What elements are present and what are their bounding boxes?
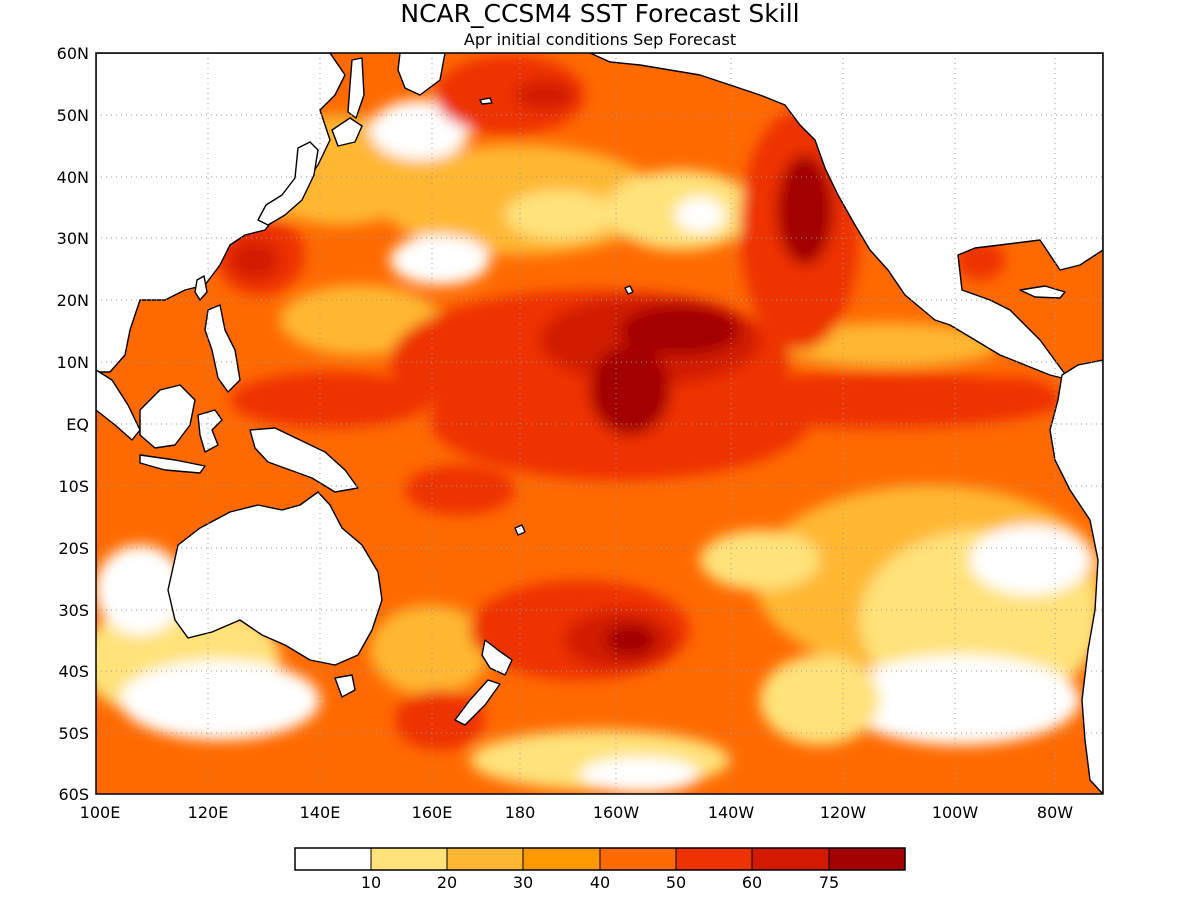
colorbar-swatch: [751, 847, 830, 871]
lat-tick-label: 50S: [58, 724, 89, 743]
skill-patch: [675, 197, 725, 233]
colorbar-label: 60: [742, 873, 762, 892]
map-panel: [95, 52, 1104, 795]
skill-patch: [230, 240, 280, 280]
lon-tick-label: 160E: [412, 803, 453, 822]
philippines-landmass: [204, 304, 241, 393]
colorbar-swatch: [370, 847, 448, 871]
skill-patch: [605, 624, 655, 656]
skill-patch: [620, 305, 740, 355]
lon-tick-label: 100W: [932, 803, 979, 822]
colorbar-swatch: [675, 847, 753, 871]
hokkaido-landmass: [331, 117, 363, 147]
north-america-landmass: [589, 53, 1103, 381]
lat-tick-label: 30S: [58, 601, 89, 620]
lon-tick-label: 140W: [708, 803, 755, 822]
skill-patch: [120, 660, 320, 740]
map-subtitle: Apr initial conditions Sep Forecast: [464, 30, 736, 49]
skill-patch: [780, 323, 1000, 367]
skill-patch: [580, 757, 700, 793]
new-zealand-north-landmass: [481, 639, 513, 676]
colorbar-label: 40: [590, 873, 610, 892]
south-america-landmass: [1049, 359, 1103, 794]
latitude-axis: 60N 50N 40N 30N 20N 10N EQ 10S 20S 30S 4…: [57, 44, 89, 804]
skill-patch: [395, 690, 485, 750]
map-frame: [95, 52, 1104, 795]
lat-tick-label: EQ: [66, 415, 89, 434]
skill-field: [96, 55, 1103, 793]
colorbar-swatch: [599, 847, 677, 871]
asia-landmass: [96, 53, 346, 373]
lon-tick-label: 180: [505, 803, 536, 822]
colorbar-label: 75: [819, 873, 839, 892]
skill-patch: [370, 605, 490, 695]
skill-patch: [590, 345, 670, 435]
skill-patch: [505, 190, 615, 240]
sakhalin-landmass: [347, 57, 365, 119]
lat-tick-label: 60N: [57, 44, 89, 63]
new-zealand-south-landmass: [454, 679, 501, 726]
skill-patch: [700, 530, 820, 590]
colorbar-label: 30: [513, 873, 533, 892]
lat-tick-label: 50N: [57, 106, 89, 125]
lat-tick-label: 10N: [57, 353, 89, 372]
colorbar-label: 50: [666, 873, 686, 892]
colorbar-label: 10: [361, 873, 381, 892]
lat-tick-label: 40S: [58, 662, 89, 681]
colorbar-swatch: [522, 847, 601, 871]
lat-tick-label: 60S: [58, 785, 89, 804]
map-title: NCAR_CCSM4 SST Forecast Skill: [400, 0, 799, 28]
skill-patch: [760, 655, 880, 745]
colorbar: 10 20 30 40 50 60 75: [294, 847, 906, 892]
skill-patch: [370, 100, 470, 160]
skill-patch: [435, 55, 585, 135]
taiwan-landmass: [194, 275, 208, 301]
borneo-landmass: [139, 384, 196, 449]
java-landmass: [139, 454, 206, 474]
skill-patch: [390, 235, 490, 285]
lon-tick-label: 140E: [300, 803, 341, 822]
tasmania-landmass: [334, 674, 356, 698]
skill-patch: [96, 545, 185, 635]
fiji-islands: [514, 524, 526, 536]
colorbar-swatch: [828, 847, 906, 871]
japan-landmass: [257, 141, 319, 226]
lon-tick-label: 160W: [593, 803, 640, 822]
skill-patch: [777, 155, 833, 265]
skill-patch: [280, 285, 440, 355]
cuba-landmass: [1019, 285, 1066, 299]
lat-tick-label: 40N: [57, 168, 89, 187]
colorbar-frame: [294, 847, 906, 871]
lat-tick-label: 20S: [58, 539, 89, 558]
new-guinea-landmass: [249, 427, 359, 493]
skill-patch: [970, 525, 1090, 595]
lon-tick-label: 80W: [1037, 803, 1073, 822]
lon-tick-label: 120W: [820, 803, 867, 822]
lat-tick-label: 10S: [58, 477, 89, 496]
lat-tick-label: 30N: [57, 229, 89, 248]
kamchatka-landmass: [397, 53, 446, 96]
lat-tick-label: 20N: [57, 291, 89, 310]
colorbar-label: 20: [437, 873, 457, 892]
skill-patch: [515, 80, 575, 110]
sumatra-landmass: [96, 369, 141, 441]
skill-patch: [965, 377, 1055, 413]
aleutian-islands: [479, 97, 493, 105]
longitude-axis: 100E 120E 140E 160E 180 160W 140W 120W 1…: [80, 803, 1074, 822]
colorbar-swatch: [446, 847, 524, 871]
grid-lines: [96, 53, 1103, 794]
colorbar-swatch: [294, 847, 372, 871]
lon-tick-label: 100E: [80, 803, 121, 822]
land-masses: [96, 53, 1103, 794]
sulawesi-landmass: [197, 409, 223, 453]
colorbar-swatches: [294, 847, 906, 871]
lon-tick-label: 120E: [188, 803, 229, 822]
skill-patch: [405, 465, 515, 515]
hawaii-islands: [624, 285, 634, 295]
skill-patch: [840, 655, 1080, 745]
skill-patch: [230, 372, 430, 428]
